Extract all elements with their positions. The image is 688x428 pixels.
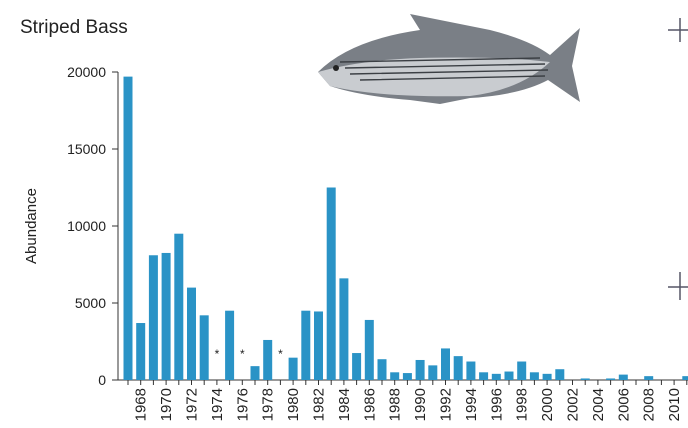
x-tick-label: 2010 [666, 388, 683, 421]
bar [644, 376, 654, 380]
x-tick-label: 1994 [463, 388, 480, 421]
bar [517, 361, 527, 380]
x-tick-label: 1998 [514, 388, 531, 421]
bar [390, 372, 400, 380]
crosshair-marks [668, 18, 688, 300]
bar [314, 311, 323, 380]
bar [479, 372, 489, 380]
bar [555, 369, 565, 380]
bar [453, 356, 463, 380]
bar [225, 310, 235, 380]
x-tick-label: 1986 [361, 388, 378, 421]
fish-illustration [318, 14, 580, 104]
x-tick-label: 1996 [488, 388, 505, 421]
bar [263, 339, 273, 380]
x-tick-label: 1980 [285, 388, 302, 421]
bar [174, 233, 184, 380]
x-tick-label: 1988 [387, 388, 404, 421]
bar [136, 323, 146, 380]
y-axis-label: Abundance [23, 188, 40, 264]
y-tick-label: 5000 [75, 295, 106, 311]
bar [161, 252, 171, 380]
x-tick-label: 1978 [260, 388, 277, 421]
bar [288, 357, 298, 380]
bar [466, 361, 476, 380]
bar [682, 376, 688, 380]
y-tick-label: 15000 [67, 141, 106, 157]
x-tick-label: 2004 [590, 388, 607, 421]
x-tick-label: 1990 [412, 388, 429, 421]
bar [352, 353, 362, 380]
bar [301, 310, 311, 380]
bar [415, 359, 425, 380]
bar [402, 373, 412, 380]
y-tick-label: 0 [98, 372, 106, 388]
bar [504, 371, 514, 380]
x-tick-label: 2000 [539, 388, 556, 421]
bar [187, 287, 196, 380]
bar [199, 315, 209, 380]
bar [606, 378, 616, 380]
x-tick-label: 1984 [336, 388, 353, 421]
x-tick-label: 1992 [438, 388, 455, 421]
x-tick-label: 1970 [158, 388, 175, 421]
x-tick-label: 1974 [209, 388, 226, 421]
bar [123, 76, 133, 381]
x-tick-label: 1968 [133, 388, 150, 421]
bar [441, 348, 450, 380]
bar [250, 366, 260, 380]
x-tick-label: 2006 [615, 388, 632, 421]
missing-marker: * [215, 347, 220, 361]
bar [618, 374, 628, 380]
x-tick-label: 2008 [641, 388, 658, 421]
y-tick-label: 10000 [67, 218, 106, 234]
bar [148, 255, 158, 380]
bar [580, 378, 590, 380]
bar [542, 373, 552, 380]
y-tick-label: 20000 [67, 64, 106, 80]
bar [491, 373, 501, 380]
x-tick-label: 1976 [234, 388, 251, 421]
chart-title: Striped Bass [20, 17, 128, 38]
bar [428, 365, 438, 380]
missing-marker: * [240, 347, 245, 361]
bar [326, 187, 336, 380]
bar [339, 278, 349, 380]
bar [377, 359, 387, 380]
bar [529, 372, 539, 380]
x-tick-label: 1982 [311, 388, 328, 421]
bar [364, 319, 374, 380]
x-tick-label: 2002 [565, 388, 582, 421]
missing-marker: * [278, 347, 283, 361]
x-tick-label: 1972 [184, 388, 201, 421]
